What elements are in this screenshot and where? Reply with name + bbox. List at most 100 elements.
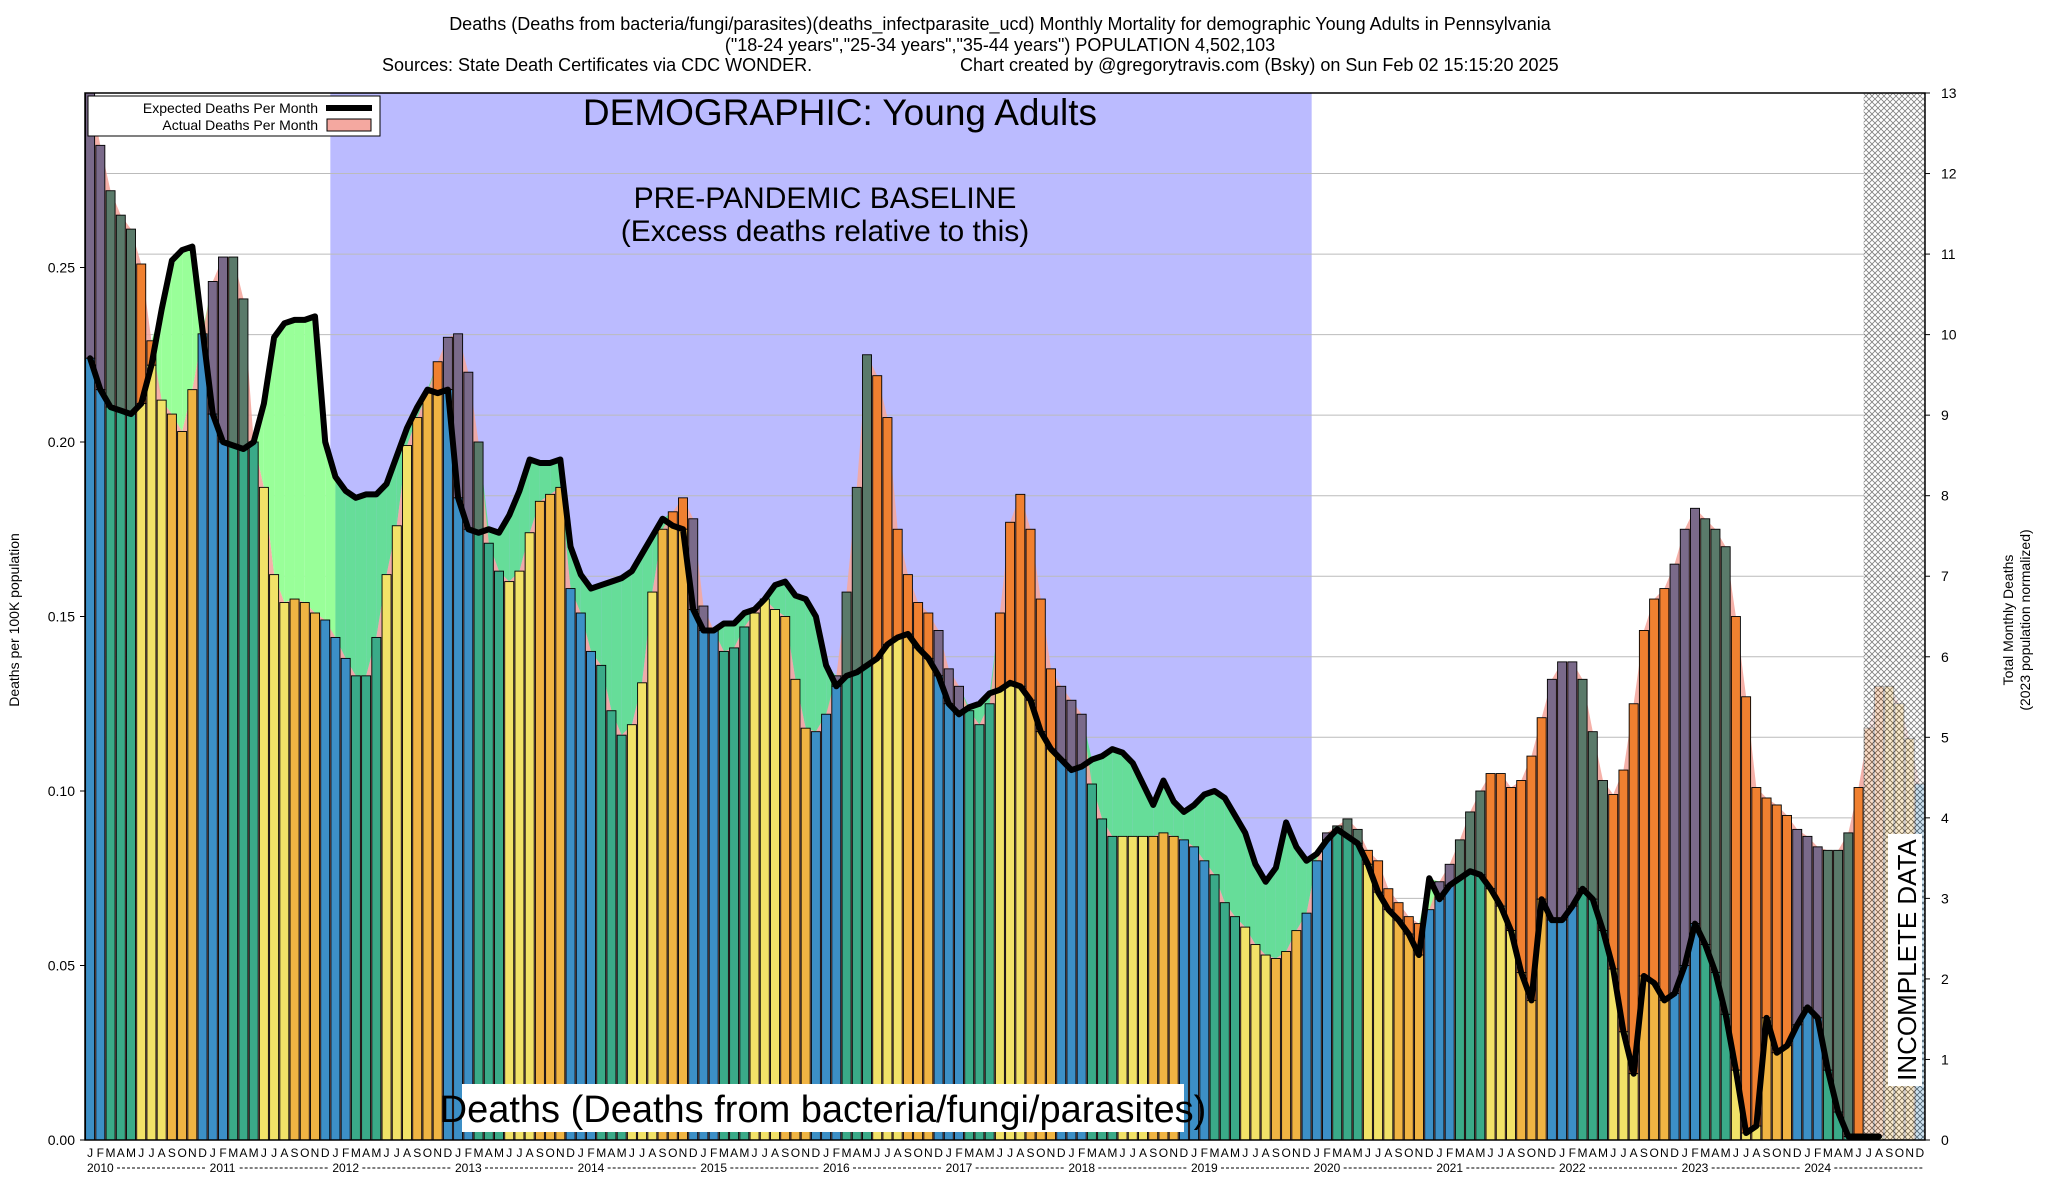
right-tick-label: 7 — [1941, 568, 1949, 584]
deficit-segment — [1265, 867, 1276, 959]
month-label: A — [853, 1146, 861, 1160]
month-label: J — [874, 1146, 880, 1160]
month-label: O — [1895, 1146, 1904, 1160]
month-label: J — [997, 1146, 1003, 1160]
month-label: M — [126, 1146, 136, 1160]
deficit-segment — [1112, 749, 1123, 837]
month-label: J — [332, 1146, 338, 1160]
deficit-segment — [366, 494, 377, 676]
bar — [534, 500, 545, 1141]
bar-excess — [1608, 794, 1619, 970]
deficit-segment — [294, 319, 305, 603]
month-label: A — [1221, 1146, 1229, 1160]
bar — [1475, 874, 1486, 1141]
bar — [126, 413, 136, 1141]
bar-excess — [442, 336, 453, 391]
bar — [586, 650, 596, 1141]
month-label: M — [1210, 1146, 1220, 1160]
month-label: S — [1517, 1146, 1525, 1160]
right-tick-label: 2 — [1941, 971, 1949, 987]
bar — [1209, 874, 1220, 1141]
bar — [1393, 919, 1404, 1141]
bar — [739, 626, 750, 1141]
month-label: J — [1068, 1146, 1074, 1160]
deficit-segment — [979, 693, 990, 725]
bar — [207, 413, 218, 1141]
chart-subtitle: ("18-24 years","25-34 years","35-44 year… — [725, 35, 1275, 55]
credit-note: Chart created by @gregorytravis.com (Bsk… — [960, 55, 1559, 75]
bar — [310, 612, 320, 1141]
deficit-segment — [1224, 797, 1235, 917]
bar-excess — [1066, 699, 1077, 771]
bar-excess — [1638, 630, 1649, 977]
month-label: F — [955, 1146, 962, 1160]
legend: Expected Deaths Per Month Actual Deaths … — [87, 95, 381, 137]
bar-excess — [1076, 713, 1087, 768]
month-label: J — [87, 1146, 93, 1160]
bar — [432, 392, 443, 1141]
bar-excess — [994, 612, 1005, 691]
deficit-segment — [621, 571, 632, 736]
right-tick-label: 4 — [1941, 810, 1949, 826]
bar-excess — [1618, 769, 1629, 1033]
bar-excess — [1792, 828, 1803, 1026]
right-tick-label: 12 — [1941, 166, 1957, 182]
month-label: J — [752, 1146, 758, 1160]
month-label: J — [1559, 1146, 1565, 1160]
month-label: J — [823, 1146, 829, 1160]
bar-excess — [1843, 832, 1854, 1137]
bar-excess — [1700, 518, 1711, 946]
bar — [964, 710, 975, 1141]
bar — [1516, 972, 1527, 1141]
month-label: O — [545, 1146, 554, 1160]
month-label: M — [719, 1146, 729, 1160]
month-label: J — [394, 1146, 400, 1160]
month-label: M — [1721, 1146, 1731, 1160]
month-label: M — [1353, 1146, 1363, 1160]
deficit-segment — [529, 459, 540, 533]
month-label: D — [812, 1146, 821, 1160]
month-label: J — [455, 1146, 461, 1160]
month-label: A — [1139, 1146, 1147, 1160]
bar-excess — [1812, 846, 1823, 1019]
bar — [974, 724, 985, 1141]
bar — [1076, 766, 1087, 1141]
month-label: N — [1537, 1146, 1546, 1160]
deficit-segment — [182, 246, 193, 432]
month-label: M — [1455, 1146, 1465, 1160]
month-label: M — [1823, 1146, 1833, 1160]
bar — [892, 636, 903, 1141]
month-label: A — [526, 1146, 534, 1160]
bar — [626, 724, 637, 1141]
month-label: J — [1804, 1146, 1810, 1160]
month-label: D — [1548, 1146, 1557, 1160]
bar-excess — [841, 591, 852, 677]
bar — [1056, 759, 1067, 1141]
bar — [1240, 926, 1251, 1141]
month-label: D — [444, 1146, 453, 1160]
month-label: J — [1375, 1146, 1381, 1160]
month-label: D — [1916, 1146, 1925, 1160]
bar — [381, 574, 392, 1141]
bar-excess — [851, 486, 862, 673]
bar-excess — [1025, 528, 1036, 701]
month-label: O — [177, 1146, 186, 1160]
month-label: J — [1610, 1146, 1616, 1160]
month-label: M — [1087, 1146, 1097, 1160]
year-label: 2013 — [455, 1161, 482, 1175]
bar — [453, 497, 464, 1141]
month-label: J — [1007, 1146, 1013, 1160]
deficit-segment — [284, 319, 295, 603]
bar — [248, 441, 259, 1141]
bar — [1628, 1073, 1639, 1141]
month-label: A — [1711, 1146, 1719, 1160]
bar-excess — [1557, 661, 1568, 921]
month-label: M — [494, 1146, 504, 1160]
year-label: 2016 — [823, 1161, 850, 1175]
left-tick-label: 0.20 — [48, 434, 75, 450]
month-label: J — [148, 1146, 154, 1160]
right-tick-label: 1 — [1941, 1051, 1949, 1067]
bar-excess — [1649, 598, 1660, 984]
bar — [330, 636, 341, 1141]
